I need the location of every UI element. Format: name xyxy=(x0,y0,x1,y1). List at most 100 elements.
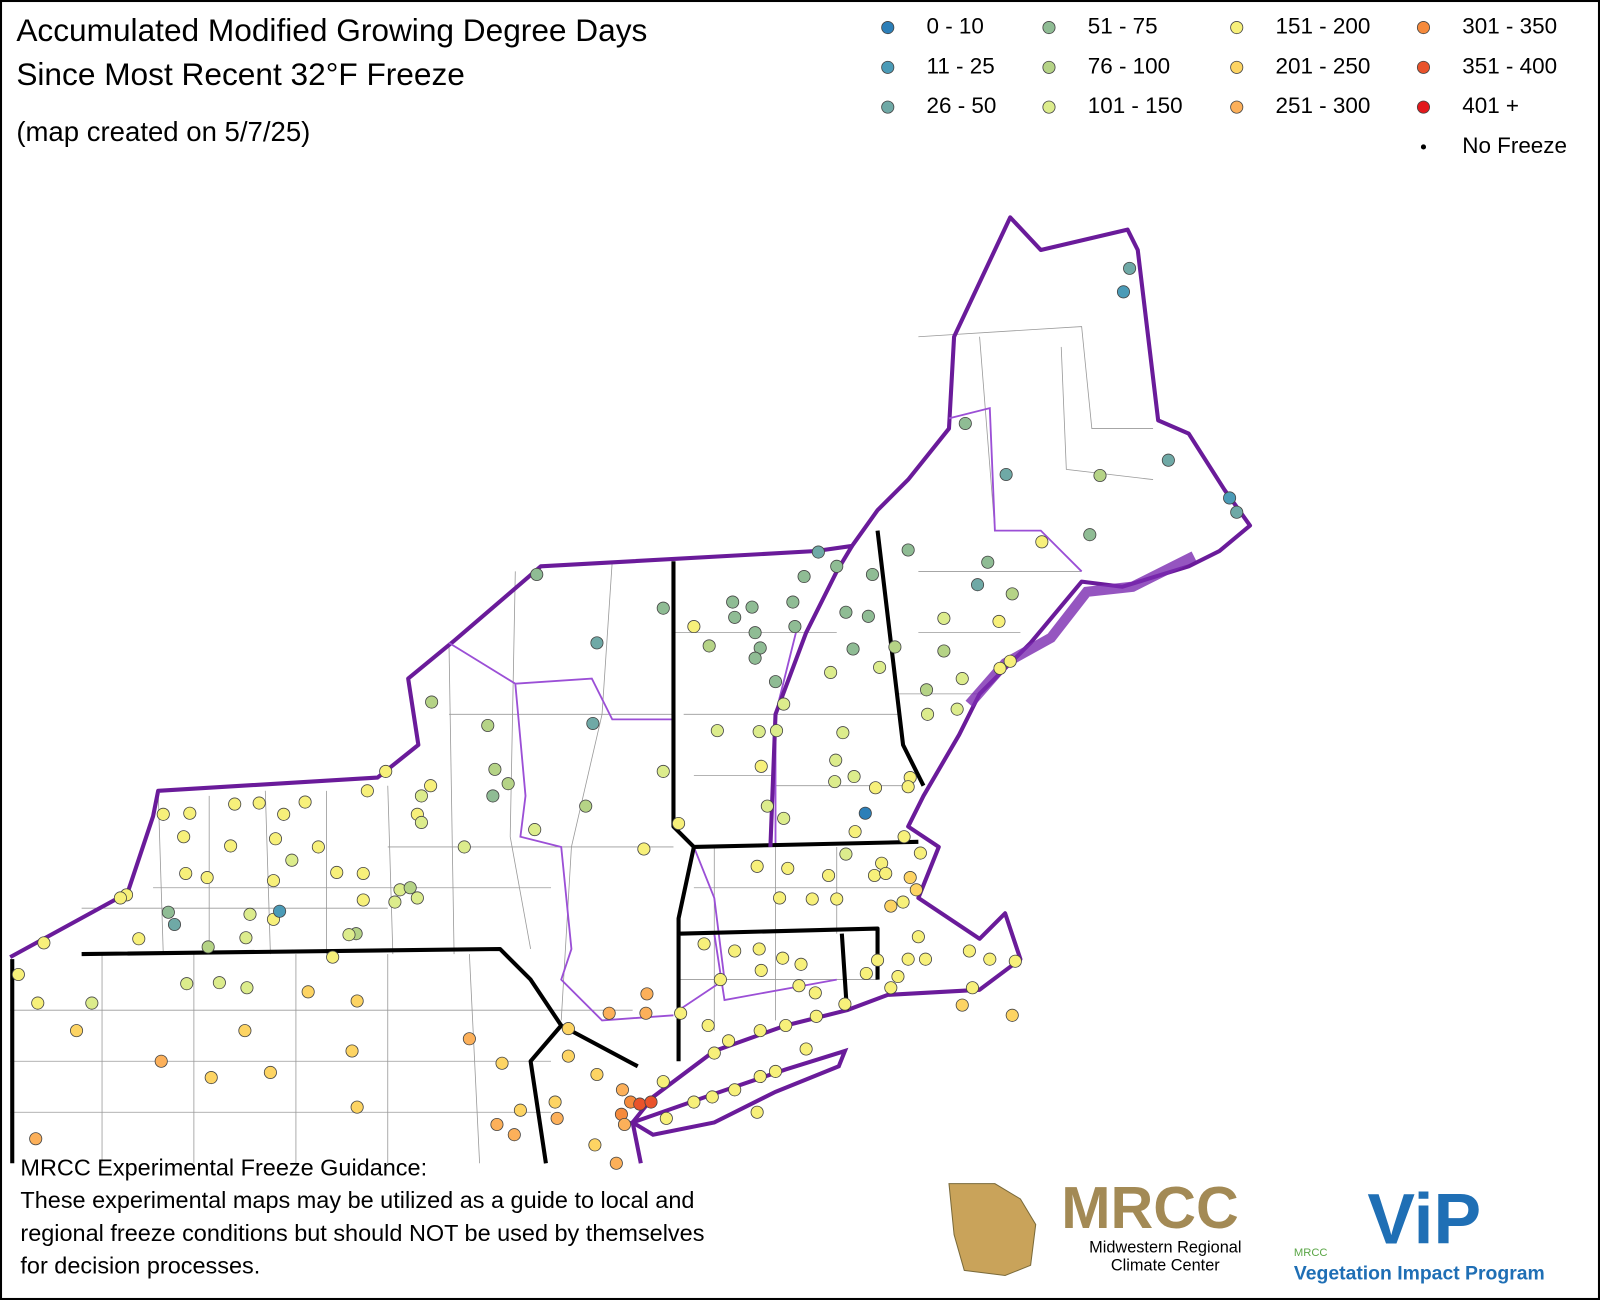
station xyxy=(388,895,402,909)
station xyxy=(918,952,933,966)
station xyxy=(726,595,740,609)
station xyxy=(590,636,604,650)
station xyxy=(697,937,711,951)
station xyxy=(70,1024,84,1038)
station xyxy=(486,789,500,803)
station xyxy=(1008,954,1022,968)
station xyxy=(794,957,808,971)
title-line: Accumulated Modified Growing Degree Days xyxy=(16,12,647,48)
station xyxy=(861,609,875,623)
station xyxy=(955,998,969,1012)
station xyxy=(847,770,861,784)
station xyxy=(1123,261,1137,275)
station xyxy=(873,660,887,674)
station xyxy=(891,970,905,984)
stations xyxy=(11,261,1244,1170)
vip-sub: Vegetation Impact Program xyxy=(1294,1263,1545,1285)
station xyxy=(999,467,1013,482)
station xyxy=(901,543,915,557)
station xyxy=(897,830,911,844)
legend-label: 251 - 300 xyxy=(1276,93,1371,118)
station xyxy=(768,675,783,689)
station xyxy=(113,891,127,905)
station xyxy=(748,651,762,665)
legend-swatch xyxy=(1042,100,1056,114)
station xyxy=(701,1018,715,1033)
station xyxy=(656,764,670,778)
basemap xyxy=(9,215,1253,1164)
station xyxy=(822,868,836,883)
station xyxy=(705,1090,719,1104)
legend-label: 76 - 100 xyxy=(1088,53,1170,78)
sub-region-lines xyxy=(448,406,1083,1022)
station xyxy=(1223,491,1237,505)
station xyxy=(495,1056,509,1070)
legend-label: 351 - 400 xyxy=(1462,53,1557,78)
mrcc-sub: Midwestern Regional xyxy=(1089,1238,1241,1256)
station xyxy=(637,842,651,856)
title-line: Since Most Recent 32°F Freeze xyxy=(16,56,465,92)
legend-swatch xyxy=(1416,100,1431,114)
subtitle: (map created on 5/7/25) xyxy=(16,116,310,147)
vip-logo: ViP xyxy=(1367,1179,1481,1259)
station xyxy=(777,811,791,825)
station xyxy=(754,759,768,773)
station xyxy=(507,1128,521,1142)
station xyxy=(414,815,428,829)
station xyxy=(617,1117,632,1132)
station xyxy=(839,605,853,619)
station xyxy=(745,600,759,614)
station xyxy=(37,936,51,950)
station xyxy=(848,825,862,839)
station xyxy=(830,892,844,906)
station xyxy=(781,861,795,875)
station xyxy=(240,981,254,995)
station xyxy=(360,784,374,798)
station xyxy=(183,806,197,820)
station xyxy=(180,977,194,991)
station xyxy=(342,928,356,942)
station xyxy=(770,724,784,738)
station xyxy=(156,807,170,821)
station xyxy=(901,952,915,966)
station xyxy=(846,642,860,656)
station xyxy=(750,1105,764,1119)
station xyxy=(754,963,768,977)
station xyxy=(722,1034,736,1048)
station xyxy=(212,976,226,990)
station xyxy=(179,866,193,880)
station xyxy=(161,905,175,919)
station xyxy=(350,1100,364,1114)
legend-label: No Freeze xyxy=(1462,133,1567,158)
legend-swatch xyxy=(1042,60,1056,74)
station xyxy=(228,797,242,811)
station xyxy=(836,726,850,740)
station xyxy=(786,595,800,609)
legend-swatch xyxy=(1230,21,1244,35)
station xyxy=(561,1049,575,1063)
station xyxy=(1116,285,1131,299)
station xyxy=(792,979,806,993)
station xyxy=(867,868,882,883)
mrcc-map-logo xyxy=(948,1183,1037,1277)
station xyxy=(1161,453,1175,467)
station xyxy=(909,883,923,897)
station xyxy=(702,639,716,653)
station xyxy=(911,930,925,944)
station xyxy=(11,967,25,982)
station xyxy=(728,610,742,624)
station xyxy=(776,951,790,965)
station xyxy=(839,847,853,861)
station xyxy=(884,981,898,995)
station xyxy=(937,644,951,658)
station xyxy=(896,895,910,909)
station xyxy=(753,1070,767,1084)
legend-label: 101 - 150 xyxy=(1088,93,1183,118)
legend-label: 26 - 50 xyxy=(927,93,997,118)
station xyxy=(971,578,985,592)
station xyxy=(488,762,502,776)
station xyxy=(993,661,1007,675)
station xyxy=(955,672,969,686)
station xyxy=(586,716,600,730)
